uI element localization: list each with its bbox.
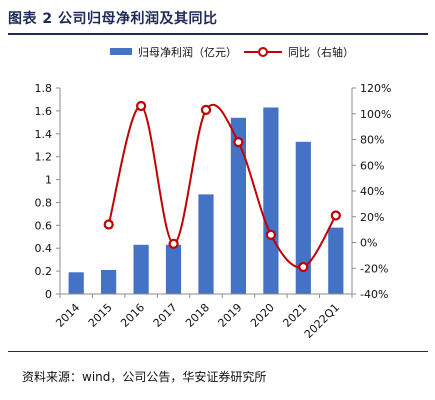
left-tick-label: 0.6: [35, 219, 53, 232]
title-rule: [8, 33, 428, 35]
left-tick-label: 0.8: [35, 196, 53, 209]
bar-2017: [165, 244, 182, 294]
bars: [68, 107, 344, 294]
figure-title: 图表 2 公司归母净利润及其同比: [8, 11, 218, 27]
yoy-point-2021: [298, 261, 309, 273]
left-tick-label: 0.2: [35, 265, 53, 278]
x-tick-label: 2021: [280, 301, 309, 330]
bar-2022Q1: [328, 227, 344, 294]
line-series: [103, 100, 341, 273]
chart: 归母净利润（亿元） 同比（右轴） 0 0.2 0.4 0.6 0.8 1 1.2 1.4 1.6…: [35, 45, 392, 341]
right-tick-label: 120%: [360, 82, 391, 95]
x-tick-label: 2015: [86, 301, 115, 330]
right-tick-label: 80%: [360, 134, 384, 147]
x-tick-label: 2016: [118, 301, 147, 330]
right-tick-label: 0%: [360, 237, 377, 250]
x-tick-label: 2014: [53, 301, 82, 330]
yoy-point-2022Q1: [330, 210, 341, 221]
right-tick-label: -20%: [360, 262, 388, 275]
bar-2021: [295, 141, 311, 294]
bar-2019: [230, 117, 246, 294]
yoy-point-2016: [136, 100, 147, 112]
x-tick-label: 2017: [151, 301, 180, 330]
x-tick-label: 2018: [183, 301, 212, 330]
yoy-point-2017: [168, 238, 179, 249]
yoy-point-2015: [103, 219, 114, 230]
left-tick-label: 1.4: [35, 128, 53, 141]
right-tick-label: 20%: [360, 211, 384, 224]
legend-swatch-marker: [258, 47, 268, 57]
bar-2016: [133, 244, 149, 294]
right-tick-label: 100%: [360, 108, 391, 121]
left-tick-label: 0: [45, 288, 52, 301]
source-rule: [8, 351, 428, 352]
legend-label-line: 同比（右轴）: [288, 45, 354, 59]
figure-title-bar: 图表 2 公司归母净利润及其同比: [8, 8, 433, 35]
yoy-point-2018: [200, 104, 212, 116]
legend-label-bar: 归母净利润（亿元）: [138, 45, 237, 59]
left-tick-label: 1.8: [35, 82, 53, 95]
x-tick-label: 2020: [248, 301, 277, 330]
bar-2020: [263, 107, 279, 294]
right-tick-label: 40%: [360, 185, 384, 198]
right-tick-label: -40%: [360, 288, 388, 301]
source-note: 资料来源：wind，公司公告，华安证券研究所: [22, 370, 267, 384]
x-tick-label: 2022Q1: [302, 301, 342, 341]
yoy-point-2019: [233, 136, 244, 148]
left-tick-label: 1.2: [35, 151, 53, 164]
left-tick-label: 1.6: [35, 105, 53, 118]
yoy-point-2020: [265, 229, 276, 240]
legend-swatch-bar: [110, 48, 132, 55]
bar-2015: [101, 270, 117, 294]
left-tick-label: 0.4: [35, 242, 53, 255]
bar-2018: [198, 194, 214, 294]
right-tick-label: 60%: [360, 159, 384, 172]
left-tick-label: 1: [45, 174, 52, 187]
bar-2014: [68, 272, 84, 294]
legend: 归母净利润（亿元） 同比（右轴）: [110, 45, 354, 59]
x-tick-label: 2019: [216, 301, 245, 330]
